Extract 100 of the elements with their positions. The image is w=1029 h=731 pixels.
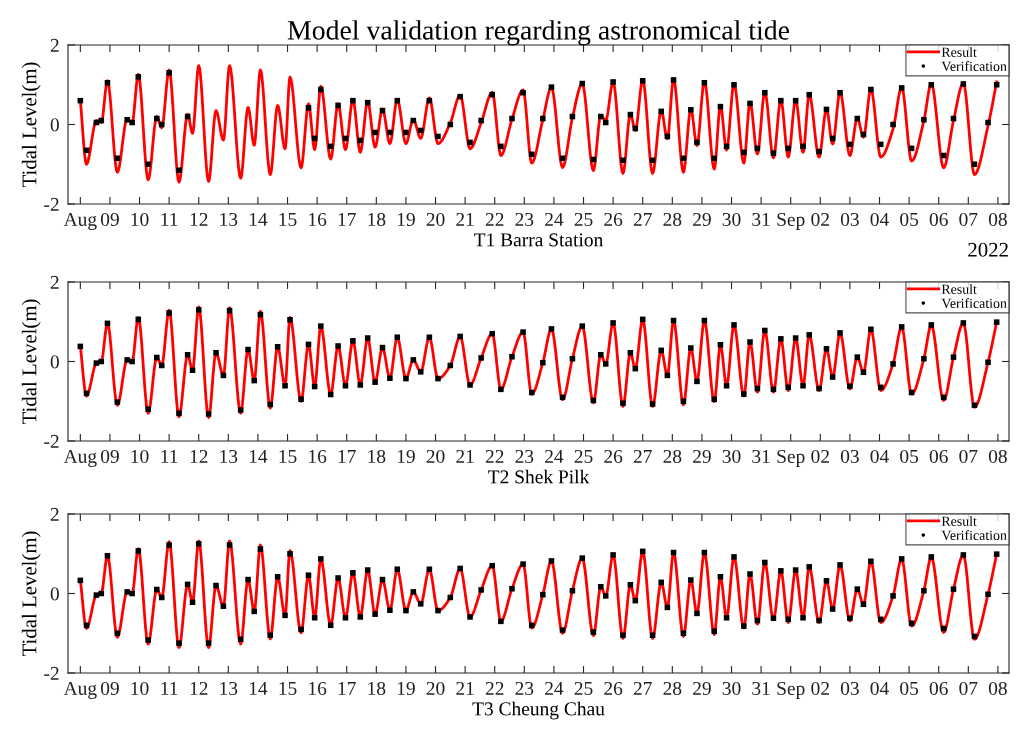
x-tick-label: 13 [220,212,238,227]
x-tick-label: 18 [368,681,386,696]
legend-label: Verification [941,61,1007,72]
x-tick-label: 30 [722,449,741,464]
x-tick-label: 14 [249,212,268,226]
y-tick-label: 0 [50,355,59,369]
x-tick-label: 29 [693,449,711,464]
x-tick-label: 17 [338,212,356,226]
x-tick-label: 02 [811,681,829,696]
y-tick-label: 2 [50,275,59,289]
legend-label: Verification [941,530,1007,541]
x-tick-label: 06 [929,449,948,464]
x-tick-label: 26 [604,449,623,464]
x-tick-label: 22 [485,681,504,695]
x-tick-label: 02 [811,449,829,464]
y-tick-label: -2 [44,197,59,211]
x-tick-label: 31 [752,212,770,227]
x-tick-label: 24 [545,449,564,463]
x-tick-label: 05 [900,212,919,227]
x-tick-label: 08 [988,212,1007,227]
x-tick-label: 18 [368,212,386,227]
x-tick-label: 08 [988,681,1007,696]
x-tick-label: 02 [811,212,829,227]
x-tick-label: 19 [397,212,415,227]
x-tick-label: 14 [249,449,268,463]
legend-label: Result [941,516,977,526]
x-tick-label: 09 [100,681,119,696]
x-tick-label: 23 [515,449,534,464]
y-tick-label: 0 [50,118,59,132]
x-tick-label: 25 [574,681,593,696]
x-tick-label: 24 [545,681,564,695]
legend-label: Result [941,47,977,57]
x-tick-label: 31 [752,681,770,696]
x-tick-label: 09 [100,212,119,227]
x-tick-label: 13 [220,449,238,464]
x-tick-label: 17 [338,681,356,695]
x-tick-label: 14 [249,681,268,695]
x-tick-label: 04 [870,449,889,464]
x-tick-label: 19 [397,449,415,464]
x-tick-label: 03 [840,449,859,464]
x-tick-label: 04 [870,212,889,227]
x-tick-label: 31 [752,449,770,464]
x-tick-label: 18 [368,449,386,464]
x-tick-label: 28 [663,212,682,227]
legend-label: Verification [941,298,1007,309]
x-tick-label: 30 [722,681,741,696]
x-tick-label: 07 [959,449,978,464]
x-tick-label: 12 [190,681,208,695]
y-tick-label: 0 [50,587,59,601]
x-tick-label: 07 [959,212,978,227]
x-tick-label: 29 [693,212,711,227]
x-tick-label: 10 [131,681,149,696]
y-axis-title: Tidal Level(m) [21,62,41,188]
x-tick-label: 29 [693,681,711,696]
x-tick-label: Aug [63,212,97,230]
x-tick-label: Sep [777,212,805,230]
x-tick-label: 19 [397,681,415,696]
x-tick-label: 03 [840,681,859,696]
x-tick-label: 06 [929,212,948,227]
x-tick-label: 06 [929,681,948,696]
y-axis-title: Tidal Level(m) [21,531,41,657]
y-axis-title: Tidal Level(m) [21,299,41,425]
x-tick-label: 12 [190,449,208,463]
x-tick-label: Aug [63,681,97,699]
x-tick-label: 28 [663,449,682,464]
x-tick-label: 10 [131,212,149,227]
x-tick-label: 25 [574,449,593,464]
chart-title: Model validation regarding astronomical tide [287,20,790,46]
x-tick-label: 23 [515,212,534,227]
x-tick-label: 20 [426,681,445,696]
x-tick-label: Sep [777,681,805,699]
x-tick-label: 27 [633,212,652,226]
x-tick-label: 11 [161,449,178,463]
x-tick-label: 25 [574,212,593,227]
x-tick-label: 23 [515,681,534,696]
y-tick-label: -2 [44,666,59,680]
x-tick-label: 15 [279,212,297,227]
legend-label: Result [941,284,977,294]
x-tick-label: 09 [100,449,119,464]
y-tick-label: 2 [50,507,59,521]
x-tick-label: 05 [900,681,919,696]
x-tick-label: 28 [663,681,682,696]
x-tick-label: 21 [456,449,474,463]
x-tick-label: 21 [456,212,474,226]
x-tick-label: 27 [633,449,652,463]
x-tick-label: Sep [777,449,805,467]
x-axis-title: T2 Shek Pilk [488,469,590,484]
x-tick-label: 16 [309,212,327,227]
x-tick-label: 11 [161,212,178,226]
x-tick-label: 16 [309,449,327,464]
x-tick-label: 12 [190,212,208,226]
x-tick-label: 10 [131,449,149,464]
x-tick-label: 26 [604,212,623,227]
x-tick-label: 13 [220,681,238,696]
x-tick-label: 26 [604,681,623,696]
x-axis-title: T1 Barra Station [474,233,603,247]
x-tick-label: 20 [426,449,445,464]
x-tick-label: 15 [279,449,297,464]
x-tick-label: 20 [426,212,445,227]
text: 2022 [968,242,1008,257]
